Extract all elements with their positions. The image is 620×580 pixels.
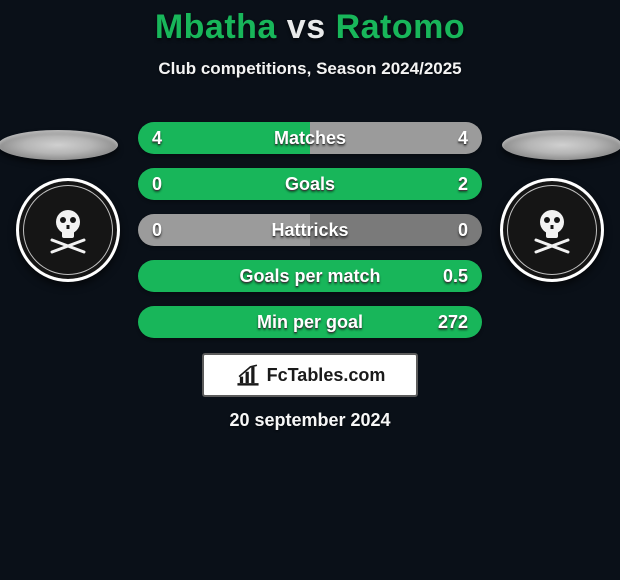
club-badge-left xyxy=(16,178,120,282)
skull-crossbones-icon xyxy=(38,200,98,260)
stats-container: Matches44 Goals02 Hattricks00 Goals per mat… xyxy=(138,122,482,352)
stat-bar xyxy=(138,122,482,154)
stat-bar xyxy=(138,214,482,246)
date-label: 20 september 2024 xyxy=(0,410,620,431)
club-badge-right xyxy=(500,178,604,282)
stat-row: Matches44 xyxy=(138,122,482,154)
root: Mbatha vs Ratomo Club competitions, Seas… xyxy=(0,0,620,580)
stat-bar-right-segment xyxy=(310,214,482,246)
vs-label: vs xyxy=(287,8,326,46)
stat-row: Goals02 xyxy=(138,168,482,200)
stat-bar xyxy=(138,306,482,338)
brand-text: FcTables.com xyxy=(267,365,386,386)
stat-bar-right-segment xyxy=(138,306,482,338)
stat-bar-left-segment xyxy=(138,122,310,154)
bar-chart-icon xyxy=(235,362,261,388)
player-right-name: Ratomo xyxy=(336,8,466,46)
stat-row: Min per goal272 xyxy=(138,306,482,338)
player-left-photo-placeholder xyxy=(0,130,118,160)
skull-crossbones-icon xyxy=(522,200,582,260)
stat-row: Hattricks00 xyxy=(138,214,482,246)
subtitle: Club competitions, Season 2024/2025 xyxy=(0,59,620,79)
stat-bar xyxy=(138,260,482,292)
stat-bar-left-segment xyxy=(138,214,310,246)
stat-bar-right-segment xyxy=(310,122,482,154)
brand-attribution[interactable]: FcTables.com xyxy=(202,353,418,397)
stat-row: Goals per match0.5 xyxy=(138,260,482,292)
player-right-photo-placeholder xyxy=(502,130,620,160)
player-left-name: Mbatha xyxy=(155,8,277,46)
page-title: Mbatha vs Ratomo xyxy=(0,0,620,47)
stat-bar xyxy=(138,168,482,200)
stat-bar-right-segment xyxy=(138,168,482,200)
stat-bar-right-segment xyxy=(138,260,482,292)
